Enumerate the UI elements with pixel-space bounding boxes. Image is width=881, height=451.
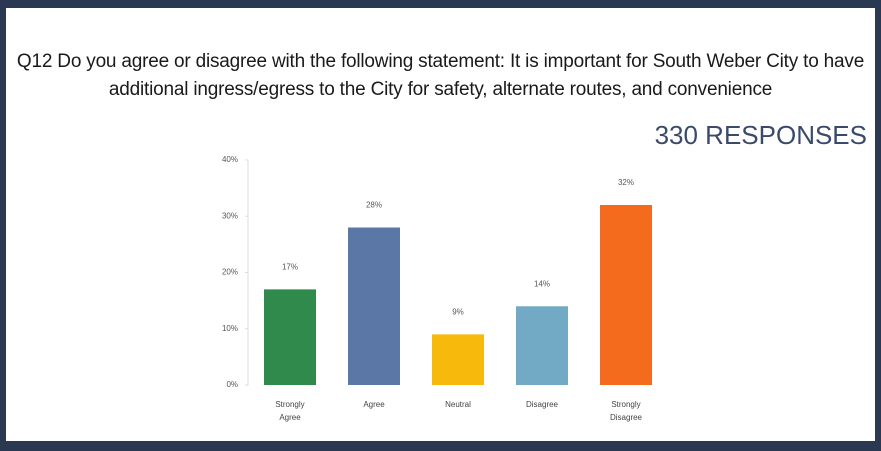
x-tick-label: Neutral [445, 400, 471, 409]
bar [264, 289, 316, 385]
data-label: 14% [534, 279, 550, 288]
bar [432, 334, 484, 385]
bar [516, 306, 568, 385]
y-tick-label: 10% [222, 324, 238, 333]
data-label: 28% [366, 201, 382, 210]
x-tick-label: Agree [363, 400, 385, 409]
chart-title: Q12 Do you agree or disagree with the fo… [16, 51, 865, 100]
data-label: 17% [282, 262, 298, 271]
y-tick-label: 40% [222, 155, 238, 164]
bar [600, 205, 652, 385]
chart-subtitle: 330 RESPONSES [654, 120, 867, 150]
y-tick-label: 30% [222, 211, 238, 220]
chart: 0% 10% 20% 30% 40% 17% 28% 9% 14% 32% [222, 155, 652, 389]
x-tick-label: Strongly Disagree [609, 400, 642, 422]
bar [348, 227, 400, 385]
y-tick-label: 0% [226, 380, 238, 389]
y-tick-label: 20% [222, 268, 238, 277]
x-tick-label: Disagree [525, 400, 558, 409]
data-label: 9% [452, 307, 464, 316]
chart-panel: Q12 Do you agree or disagree with the fo… [6, 8, 875, 441]
data-label: 32% [618, 178, 634, 187]
x-tick-label: Strongly Agree [275, 400, 305, 422]
